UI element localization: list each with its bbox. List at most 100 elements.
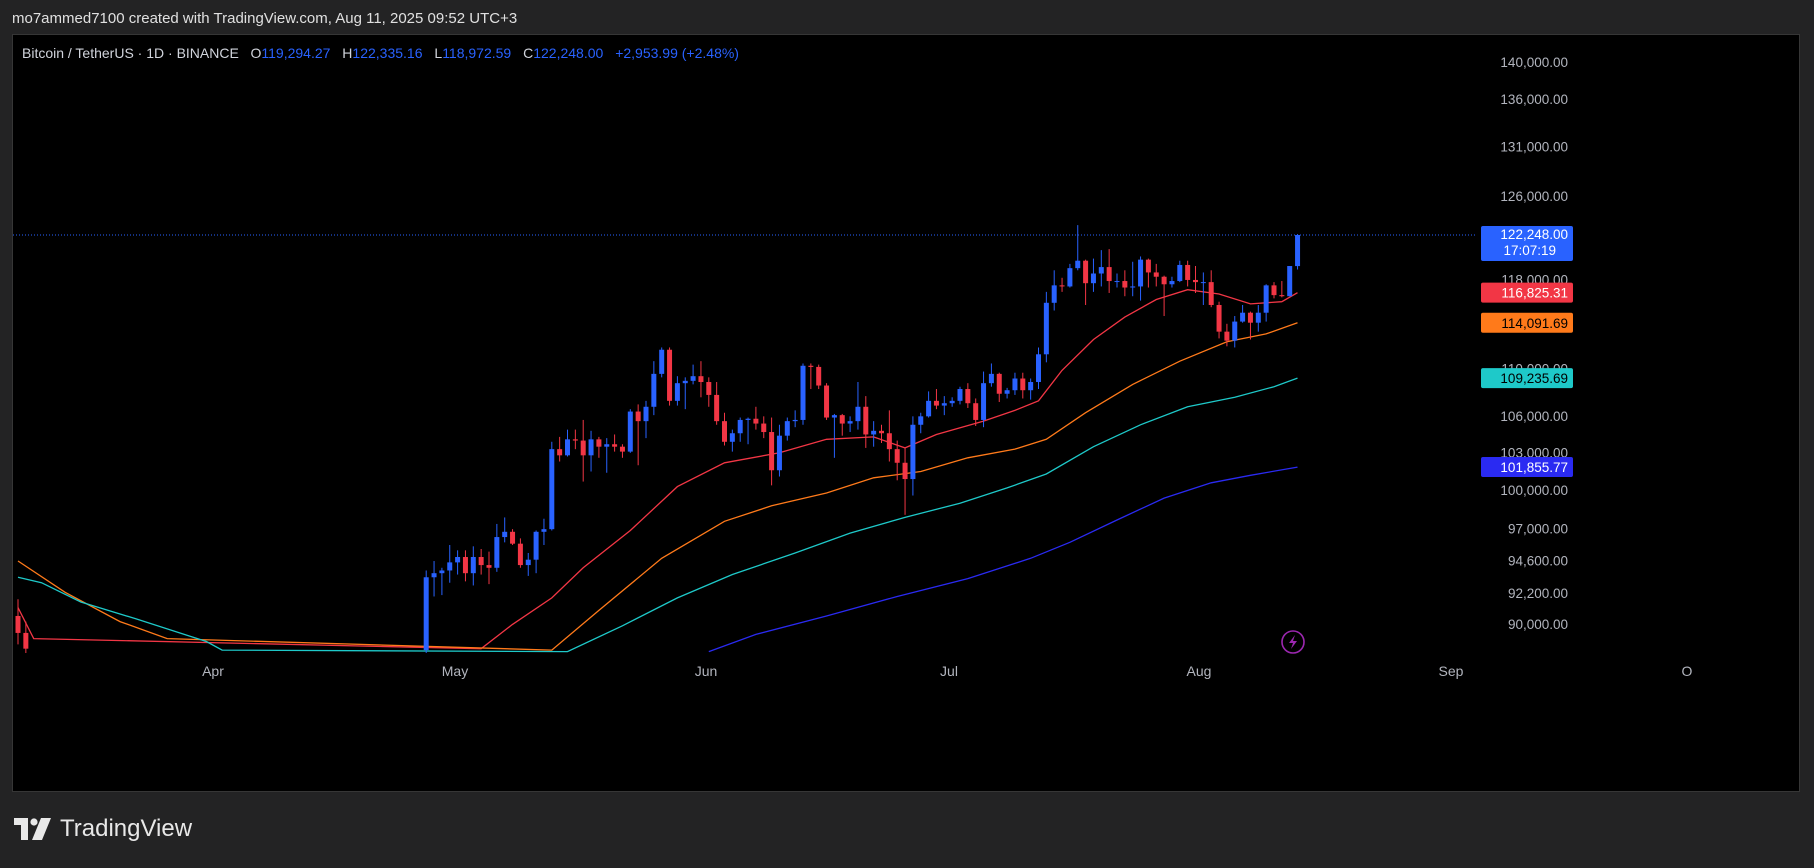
candle [871, 421, 877, 447]
candle [1059, 277, 1065, 292]
tradingview-logo-text: TradingView [60, 815, 193, 842]
lightning-icon-ring [1281, 630, 1305, 654]
candle-body [635, 411, 641, 422]
candle-body [1161, 276, 1167, 285]
candle [1177, 260, 1183, 283]
candle [1255, 304, 1261, 332]
candle-body [659, 349, 665, 374]
candle-body [714, 394, 720, 422]
tradingview-logo[interactable]: TradingView [14, 815, 192, 843]
candle [831, 413, 837, 458]
candle-body [831, 415, 837, 418]
high-label: H [342, 45, 353, 61]
candle-body [926, 400, 932, 417]
candle [470, 546, 476, 586]
candle [722, 412, 727, 446]
candle [1185, 260, 1191, 287]
candle [494, 523, 500, 572]
candle-body [1169, 281, 1175, 285]
open-value: 119,294.27 [261, 45, 331, 61]
candle [1138, 256, 1144, 301]
candle [1004, 387, 1010, 399]
candle-body [941, 403, 947, 406]
time-tick-label: Apr [202, 663, 224, 679]
time-tick-label: Jun [695, 663, 718, 679]
candle-body [541, 529, 547, 532]
candle-body [1287, 266, 1293, 297]
candle [15, 599, 21, 645]
price-chart[interactable]: 140,000.00 136,000.00 131,000.00 126,000.00… [13, 35, 1801, 793]
ohlc-legend: Bitcoin / TetherUS · 1D · BINANCE O119,2… [22, 45, 739, 61]
candle-body [580, 440, 586, 456]
candle-body [1145, 259, 1151, 273]
moving-average-line-1 [17, 289, 1298, 650]
candle [572, 429, 578, 450]
last-price-tag-bg [1481, 225, 1573, 261]
change-value: +2,953.99 (+2.48%) [615, 45, 739, 61]
candle [619, 444, 625, 458]
candle-body [863, 406, 869, 435]
candle [965, 383, 971, 408]
candle [769, 417, 775, 486]
candle [996, 372, 1002, 403]
candle-body [1185, 264, 1191, 280]
candle-body [462, 557, 468, 574]
candle-body [698, 376, 704, 383]
candle-body [619, 446, 625, 452]
candle-body [690, 376, 696, 381]
candle [698, 361, 704, 398]
candle [1200, 272, 1206, 305]
candle [659, 347, 665, 378]
ma-price-tag: 114,091.69 [1481, 312, 1573, 333]
candle [1075, 225, 1081, 271]
chart-frame[interactable]: 140,000.00 136,000.00 131,000.00 126,000.00… [12, 34, 1800, 792]
price-tick-label: 97,000.00 [1508, 522, 1568, 537]
candle [690, 364, 696, 385]
candle-body [1114, 281, 1120, 283]
candle [1090, 258, 1096, 292]
lightning-icon[interactable] [1281, 630, 1305, 654]
symbol-label[interactable]: Bitcoin / TetherUS · 1D · BINANCE [22, 45, 239, 61]
candle [918, 412, 924, 434]
candle [1098, 250, 1104, 287]
candle [1083, 259, 1089, 305]
candle-body [1098, 267, 1104, 274]
candle-body [1106, 267, 1112, 282]
moving-average-line-3 [17, 377, 1298, 653]
candle-body [549, 449, 555, 530]
ma-price-tag: 109,235.69 [1481, 368, 1573, 389]
candle-body [643, 406, 649, 422]
candle [933, 389, 939, 410]
candle [941, 396, 947, 416]
candles-layer [15, 225, 1301, 653]
price-tick-label: 100,000.00 [1500, 483, 1568, 498]
candle [533, 530, 539, 574]
candle [23, 621, 29, 653]
candle-body [1232, 321, 1238, 341]
candle-body [612, 444, 618, 447]
candle-body [737, 419, 743, 434]
candle-body [604, 444, 610, 447]
candle [549, 441, 555, 531]
candle-body [1059, 285, 1065, 287]
candle [439, 567, 445, 596]
candle-body [1043, 302, 1049, 355]
candle-body [988, 373, 994, 384]
candle-body [682, 380, 688, 384]
candle-body [1279, 295, 1285, 297]
candle [1224, 323, 1230, 347]
candle [1028, 378, 1034, 400]
candle-body [651, 373, 657, 407]
candle-body [839, 415, 845, 424]
candle-body [423, 577, 429, 651]
candle [423, 570, 429, 653]
price-tick-label: 103,000.00 [1500, 445, 1568, 460]
candle-body [431, 573, 437, 578]
time-tick-label: O [1682, 663, 1693, 679]
candle-body [1122, 281, 1128, 288]
candle [910, 416, 916, 496]
candle-body [486, 565, 492, 568]
candle-body [753, 418, 759, 424]
candle-body [525, 559, 531, 566]
lightning-icon-bolt [1289, 635, 1297, 649]
